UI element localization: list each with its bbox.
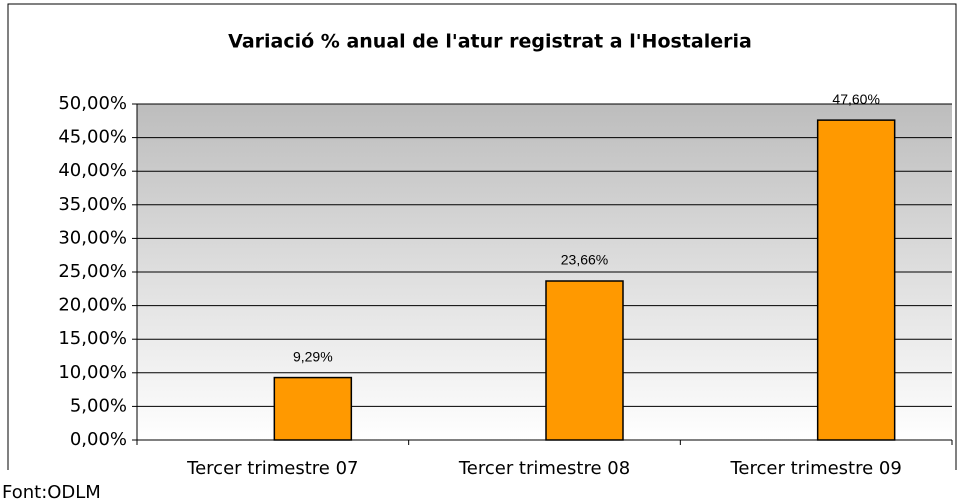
y-tick-label: 45,00% (58, 127, 127, 148)
data-label: 47,60% (832, 91, 879, 107)
y-tick-label: 25,00% (58, 261, 127, 282)
y-tick-label: 20,00% (58, 295, 127, 316)
bar (816, 119, 896, 441)
chart-title: Variació % anual de l'atur registrat a l… (228, 31, 752, 53)
y-tick-label: 30,00% (58, 227, 127, 248)
y-tick-label: 50,00% (58, 93, 127, 114)
bar (273, 376, 353, 441)
source-note: Font:ODLM (2, 482, 101, 503)
y-tick-label: 5,00% (70, 395, 127, 416)
x-tick-label: Tercer trimestre 08 (458, 458, 630, 479)
x-tick-label: Tercer trimestre 07 (186, 458, 358, 479)
data-label: 23,66% (561, 252, 608, 268)
y-tick-label: 0,00% (70, 429, 127, 450)
y-tick-label: 15,00% (58, 328, 127, 349)
data-label: 9,29% (293, 348, 333, 364)
y-tick-label: 35,00% (58, 194, 127, 215)
x-tick-label: Tercer trimestre 09 (730, 458, 902, 479)
chart-frame (7, 3, 957, 470)
bar (545, 280, 624, 441)
y-tick-label: 10,00% (58, 362, 127, 383)
y-tick-label: 40,00% (58, 160, 127, 181)
